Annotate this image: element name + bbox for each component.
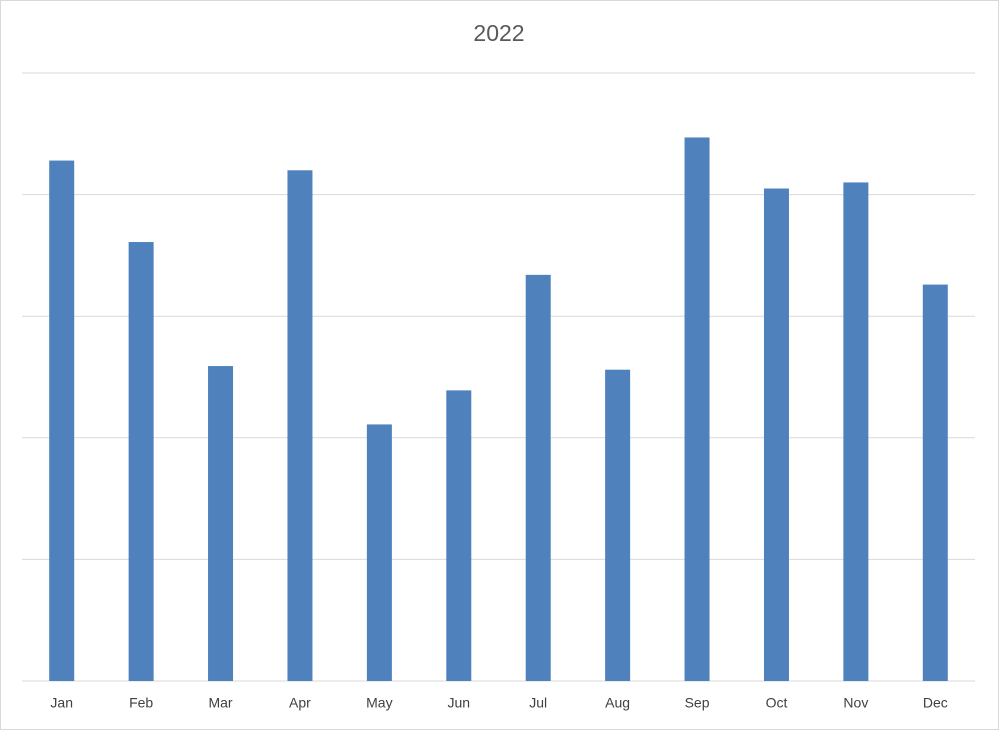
x-tick-label: Aug — [605, 695, 630, 711]
x-tick-label: Sep — [685, 695, 710, 711]
chart-title: 2022 — [473, 20, 524, 46]
bar — [49, 160, 75, 681]
x-tick-label: Mar — [208, 695, 232, 711]
bar — [922, 284, 948, 681]
x-tick-label: Nov — [843, 695, 868, 711]
x-tick-label: Jun — [448, 695, 471, 711]
bar — [605, 369, 631, 681]
bar — [525, 274, 551, 681]
x-tick-label: Apr — [289, 695, 311, 711]
x-tick-label: Jul — [529, 695, 547, 711]
bar — [843, 182, 869, 681]
x-tick-label: Oct — [766, 695, 788, 711]
bar — [446, 390, 472, 681]
bar — [208, 366, 234, 681]
bar — [287, 170, 313, 681]
bar — [366, 424, 392, 681]
x-tick-label: Dec — [923, 695, 948, 711]
bar — [763, 188, 789, 681]
bar — [684, 137, 710, 681]
x-tick-label: Jan — [50, 695, 73, 711]
x-tick-label: Feb — [129, 695, 153, 711]
bar — [128, 242, 154, 682]
x-tick-label: May — [366, 695, 392, 711]
